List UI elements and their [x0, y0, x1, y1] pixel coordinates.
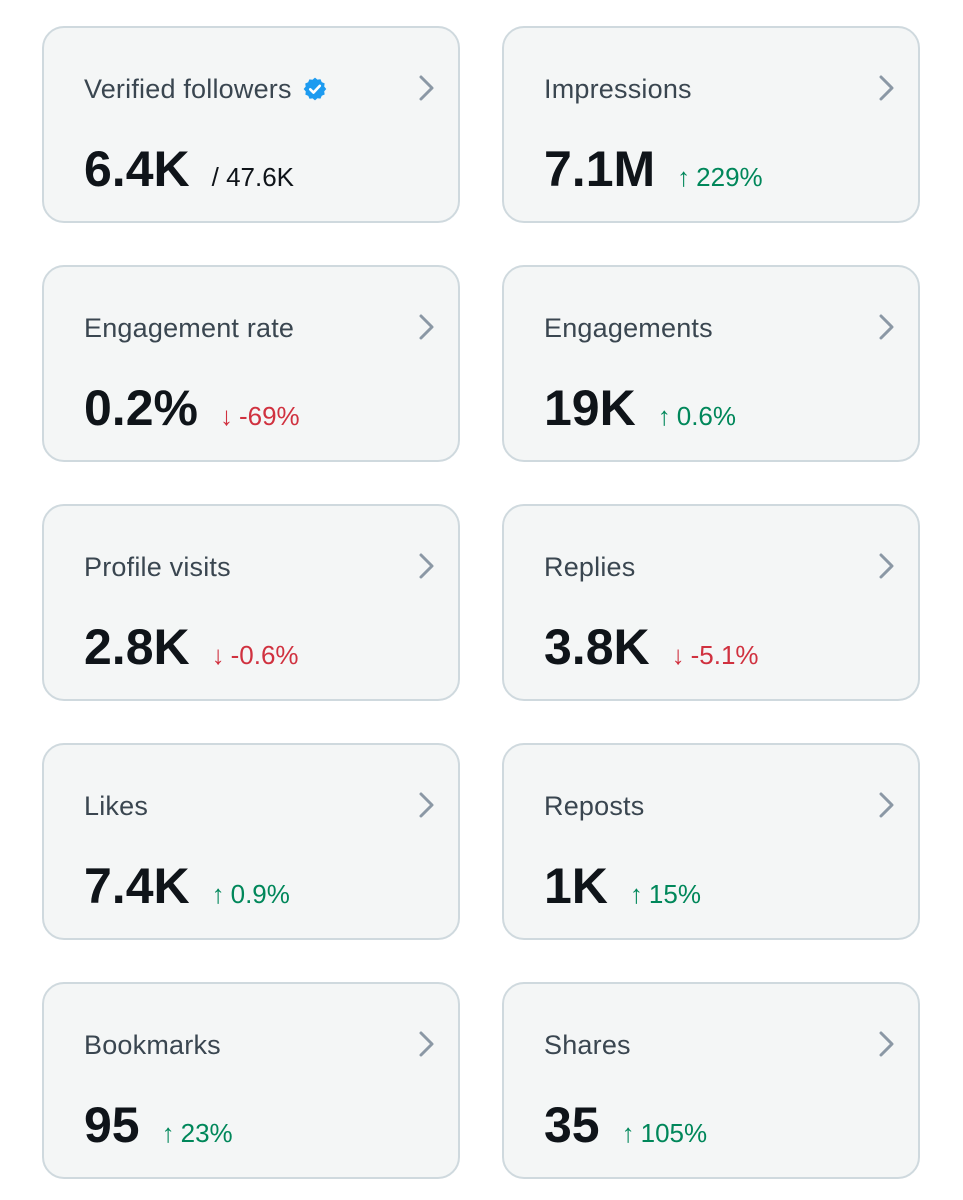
- chevron-right-icon[interactable]: [416, 551, 438, 581]
- metric-value-row: 19K ↑ 0.6%: [544, 373, 736, 443]
- metric-value: 19K: [544, 380, 636, 436]
- metric-value: 2.8K: [84, 619, 190, 675]
- metric-change: ↓ -69%: [220, 401, 300, 432]
- metric-label-row: Profile visits: [84, 547, 231, 587]
- chevron-right-icon[interactable]: [876, 551, 898, 581]
- metric-change-value: -0.6%: [230, 640, 299, 670]
- metric-change-value: -5.1%: [690, 640, 759, 670]
- metric-change: ↑ 15%: [630, 879, 701, 910]
- metric-value-row: 2.8K ↓ -0.6%: [84, 612, 299, 682]
- chevron-right-icon[interactable]: [416, 790, 438, 820]
- arrow-up-icon: ↑: [161, 1118, 175, 1148]
- metric-label: Engagements: [544, 312, 713, 343]
- arrow-up-icon: ↑: [657, 401, 671, 431]
- metric-value: 7.1M: [544, 141, 656, 197]
- metric-value: 3.8K: [544, 619, 650, 675]
- metric-value-row: 0.2% ↓ -69%: [84, 373, 300, 443]
- metric-card-profile-visits[interactable]: Profile visits 2.8K ↓ -0.6%: [42, 504, 460, 701]
- metric-label: Verified followers: [84, 73, 292, 104]
- metric-label-row: Impressions: [544, 69, 692, 109]
- metric-label-row: Verified followers: [84, 69, 328, 109]
- metric-value-row: 7.4K ↑ 0.9%: [84, 851, 290, 921]
- metric-value: 95: [84, 1097, 140, 1153]
- metric-card-engagements[interactable]: Engagements 19K ↑ 0.6%: [502, 265, 920, 462]
- metric-change-value: -69%: [238, 401, 300, 431]
- metric-value: 35: [544, 1097, 600, 1153]
- metric-value-row: 1K ↑ 15%: [544, 851, 701, 921]
- metric-change-value: 23%: [180, 1118, 233, 1148]
- metric-label-row: Shares: [544, 1025, 631, 1065]
- metric-label: Replies: [544, 551, 636, 582]
- metric-value: 1K: [544, 858, 608, 914]
- metric-change: ↓ -5.1%: [672, 640, 759, 671]
- chevron-right-icon[interactable]: [876, 73, 898, 103]
- metric-label-row: Engagement rate: [84, 308, 294, 348]
- metric-label: Bookmarks: [84, 1029, 221, 1060]
- metric-label: Likes: [84, 790, 149, 821]
- metric-total: / 47.6K: [211, 162, 295, 192]
- chevron-right-icon[interactable]: [876, 312, 898, 342]
- metric-change-value: 0.9%: [230, 879, 290, 909]
- metric-change-value: 0.6%: [676, 401, 736, 431]
- metric-label: Engagement rate: [84, 312, 295, 343]
- metric-change-value: 105%: [640, 1118, 708, 1148]
- metric-label: Reposts: [544, 790, 645, 821]
- chevron-right-icon[interactable]: [876, 1029, 898, 1059]
- chevron-right-icon[interactable]: [416, 1029, 438, 1059]
- metric-value-row: 95 ↑ 23%: [84, 1090, 233, 1160]
- metric-change-value: 229%: [696, 162, 763, 192]
- metric-value: 7.4K: [84, 858, 190, 914]
- metric-card-reposts[interactable]: Reposts 1K ↑ 15%: [502, 743, 920, 940]
- metric-label: Profile visits: [84, 551, 231, 582]
- metric-label-row: Bookmarks: [84, 1025, 221, 1065]
- metric-value-row: 7.1M ↑ 229%: [544, 134, 763, 204]
- metric-change: ↓ -0.6%: [212, 640, 299, 671]
- metric-value: 6.4K: [84, 141, 190, 197]
- metric-label-row: Likes: [84, 786, 148, 826]
- metric-change-value: 15%: [648, 879, 701, 909]
- chevron-right-icon[interactable]: [416, 312, 438, 342]
- chevron-right-icon[interactable]: [876, 790, 898, 820]
- metric-card-shares[interactable]: Shares 35 ↑ 105%: [502, 982, 920, 1179]
- metric-value-row: 6.4K / 47.6K: [84, 134, 294, 204]
- metric-card-impressions[interactable]: Impressions 7.1M ↑ 229%: [502, 26, 920, 223]
- arrow-down-icon: ↓: [219, 401, 233, 431]
- metric-change: ↑ 229%: [677, 162, 763, 193]
- metric-change: ↑ 105%: [622, 1118, 708, 1149]
- metric-label-row: Reposts: [544, 786, 644, 826]
- arrow-up-icon: ↑: [211, 879, 225, 909]
- metric-change: ↑ 23%: [162, 1118, 233, 1149]
- arrow-up-icon: ↑: [629, 879, 643, 909]
- metric-value: 0.2%: [84, 380, 198, 436]
- metric-card-replies[interactable]: Replies 3.8K ↓ -5.1%: [502, 504, 920, 701]
- arrow-down-icon: ↓: [211, 640, 225, 670]
- metric-card-verified-followers[interactable]: Verified followers 6.4K / 47.6K: [42, 26, 460, 223]
- metric-change: ↑ 0.6%: [658, 401, 736, 432]
- metric-label-row: Engagements: [544, 308, 713, 348]
- metric-value-row: 35 ↑ 105%: [544, 1090, 707, 1160]
- metric-value-row: 3.8K ↓ -5.1%: [544, 612, 759, 682]
- metric-card-bookmarks[interactable]: Bookmarks 95 ↑ 23%: [42, 982, 460, 1179]
- arrow-down-icon: ↓: [671, 640, 685, 670]
- metric-label: Shares: [544, 1029, 631, 1060]
- arrow-up-icon: ↑: [621, 1118, 635, 1148]
- verified-badge-icon: [303, 77, 326, 101]
- arrow-up-icon: ↑: [677, 162, 691, 192]
- metric-change: ↑ 0.9%: [212, 879, 290, 910]
- metric-card-engagement-rate[interactable]: Engagement rate 0.2% ↓ -69%: [42, 265, 460, 462]
- metric-card-likes[interactable]: Likes 7.4K ↑ 0.9%: [42, 743, 460, 940]
- metric-label-row: Replies: [544, 547, 635, 587]
- metric-label: Impressions: [544, 73, 692, 104]
- chevron-right-icon[interactable]: [416, 73, 438, 103]
